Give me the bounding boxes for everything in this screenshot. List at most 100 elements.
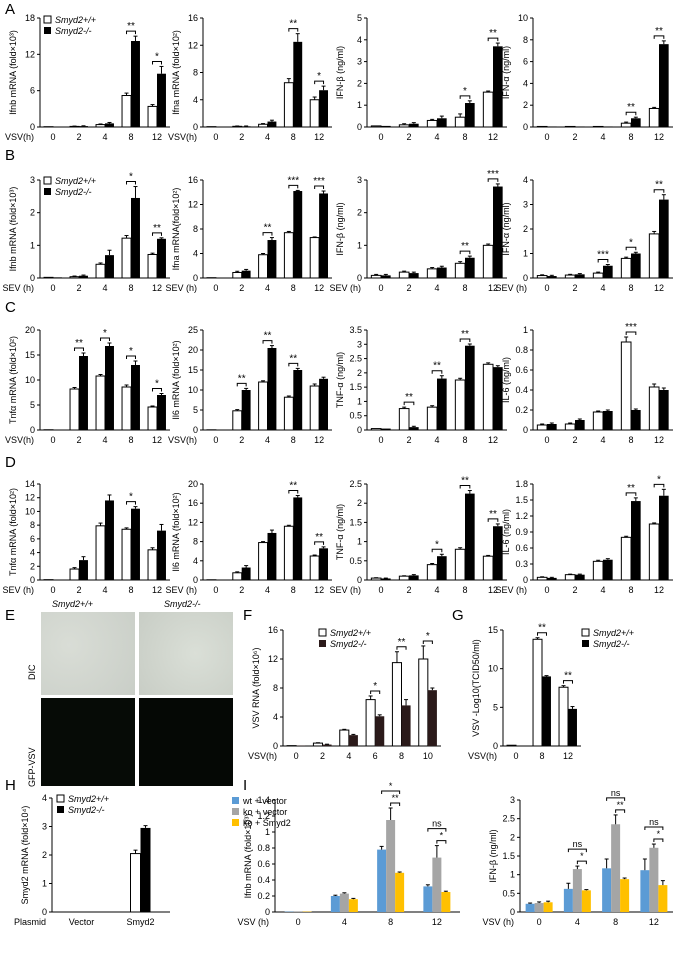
bar — [602, 868, 612, 912]
legend-swatch — [43, 15, 52, 24]
x-tick-label: 8 — [291, 585, 296, 595]
sig-bracket — [653, 838, 664, 843]
y-tick-label: 1 — [357, 100, 362, 110]
y-axis-label: Tnfα mRNA (fold×10²) — [8, 488, 18, 576]
bar — [437, 267, 447, 278]
bar — [658, 885, 668, 912]
bar — [620, 879, 630, 912]
x-tick-label: 12 — [314, 585, 324, 595]
y-tick-label: 20 — [188, 479, 198, 489]
bar — [659, 199, 669, 278]
x-tick-label: 8 — [628, 283, 633, 293]
bar — [69, 276, 80, 279]
x-tick-label: 0 — [294, 751, 299, 761]
x-tick-label: 12 — [152, 435, 162, 445]
x-axis-label: SEV (h) — [2, 283, 34, 293]
bar — [157, 238, 166, 278]
x-tick-label: 0 — [513, 751, 518, 761]
y-tick-label: 3 — [357, 175, 362, 185]
bar — [532, 638, 543, 747]
bar — [437, 556, 447, 580]
panel-letter-B: B — [5, 147, 15, 164]
bar — [409, 273, 419, 278]
x-tick-label: 0 — [50, 585, 55, 595]
bar — [283, 232, 294, 279]
x-tick-label: 4 — [265, 283, 270, 293]
panel-letter-E: E — [5, 607, 15, 624]
x-tick-label: 2 — [239, 435, 244, 445]
x-tick-label: 12 — [432, 917, 442, 927]
x-tick-label: 8 — [539, 751, 544, 761]
y-tick-label: 6 — [30, 534, 35, 544]
y-tick-label: 1 — [357, 240, 362, 250]
sig-bracket — [126, 30, 136, 35]
bar — [536, 576, 548, 581]
bar — [105, 255, 114, 278]
sig-label: ** — [617, 800, 625, 810]
x-tick-label: 0 — [50, 435, 55, 445]
y-tick-label: 5 — [30, 400, 35, 410]
bar — [564, 423, 576, 431]
legend-G: Smyd2+/+Smyd2-/- — [581, 628, 634, 649]
bar — [121, 237, 132, 279]
x-tick-label: 2 — [406, 435, 411, 445]
sig-label: ** — [627, 102, 635, 113]
x-tick-label: 12 — [488, 585, 498, 595]
bar — [648, 386, 660, 431]
sig-label: * — [129, 346, 133, 357]
legend-label: Smyd2+/+ — [68, 794, 109, 804]
sig-label: ** — [153, 223, 161, 234]
x-tick-label: 0 — [296, 917, 301, 927]
bar — [547, 126, 557, 127]
y-tick-label: 5 — [193, 405, 198, 415]
y-tick-label: 12 — [188, 40, 198, 50]
bar — [370, 428, 382, 431]
bar — [319, 548, 328, 580]
panel-letters: A B C D E F G H I — [5, 1, 464, 794]
y-tick-label: 5 — [493, 702, 498, 712]
x-tick-label: 2 — [406, 132, 411, 142]
y-tick-label: 15 — [188, 365, 198, 375]
sig-label: *** — [625, 322, 637, 333]
x-tick-label: 8 — [291, 283, 296, 293]
sig-label: * — [103, 328, 107, 339]
y-axis-label: IFN-α (ng/ml) — [501, 202, 511, 255]
sig-bracket — [126, 181, 136, 185]
chart-C-8: 0 5 10 15 20 Tnfα mRNA (fold×10²) 0 2 4 8 12 VSV(h)… — [5, 325, 170, 445]
bar — [426, 406, 438, 431]
y-tick-label: 1.5 — [515, 495, 528, 505]
legend-label: Smyd2+/+ — [593, 628, 634, 638]
bar — [465, 257, 475, 278]
sig-bracket — [390, 802, 401, 806]
sig-bracket — [152, 232, 162, 236]
legend-swatch — [56, 794, 65, 803]
x-tick-label: 0 — [544, 435, 549, 445]
y-axis-label: IFN-β (ng/ml) — [488, 829, 498, 882]
bar — [603, 559, 613, 580]
y-tick-label: 8 — [30, 520, 35, 530]
y-tick-label: 2.5 — [349, 479, 362, 489]
bar — [659, 390, 669, 430]
x-axis-label: VSV(h) — [168, 132, 197, 142]
bar — [319, 193, 328, 278]
x-axis-label: VSV(h) — [5, 435, 34, 445]
bar — [592, 125, 604, 128]
x-tick-label: 12 — [488, 283, 498, 293]
sig-bracket — [615, 809, 626, 813]
chart-G-17: 0 5 10 15 VSV -Log10(TCID50/ml) 0 8 12 VSV(h) ** *… — [468, 623, 581, 761]
bar — [648, 107, 660, 128]
sig-label: ** — [433, 361, 441, 372]
bar — [283, 396, 294, 431]
bar — [105, 500, 114, 580]
sig-label: ** — [564, 671, 572, 682]
y-tick-label: 1.4 — [257, 795, 270, 805]
y-tick-label: 2 — [30, 208, 35, 218]
x-tick-label: 0 — [378, 585, 383, 595]
x-tick-label: 4 — [102, 435, 107, 445]
y-axis-label: Ifnb mRNA (fold×10³) — [8, 187, 18, 272]
bar — [348, 735, 358, 746]
bar — [69, 568, 80, 581]
panel-letter-C: C — [5, 299, 16, 316]
x-tick-label: 8 — [462, 585, 467, 595]
